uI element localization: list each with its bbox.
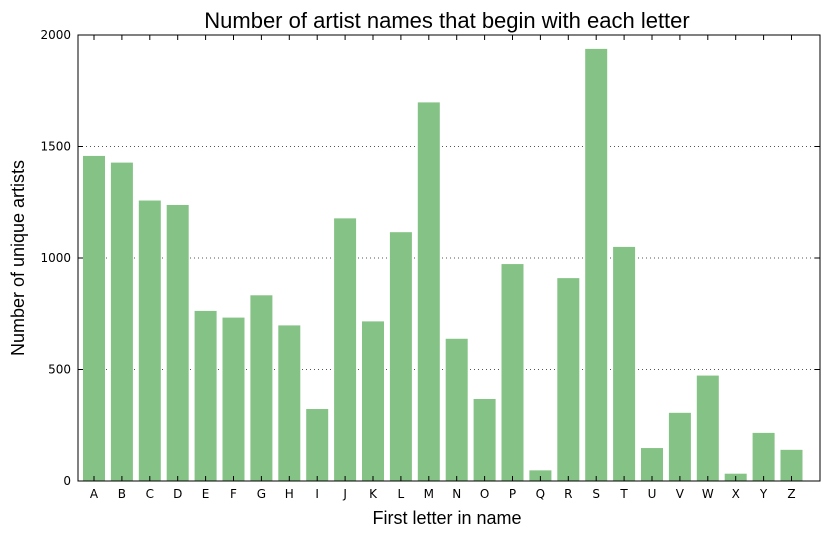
bar-p [500,263,525,482]
bar-y [751,431,776,482]
x-tick-label: T [619,487,628,501]
bar-d [165,203,190,482]
bar-g [249,294,274,482]
bar-r [556,277,581,482]
bar-s [584,47,609,482]
x-tick-label: Y [759,487,768,501]
bar-i [305,408,330,482]
x-tick-label: M [424,487,434,501]
bars [82,47,804,482]
y-axis-ticks: 0 500 1000 1500 2000 [40,28,820,488]
bar-c [137,199,162,482]
bar-u [640,447,664,482]
y-tick-label: 2000 [40,28,71,42]
x-tick-label: V [676,487,685,501]
bar-e [193,309,218,482]
bar-k [361,320,385,482]
x-tick-label: L [398,487,405,501]
bar-l [388,231,413,482]
y-axis-label: Number of unique artists [8,160,28,356]
x-axis-ticks: A B C D E F G H I J K L M N O P Q R S T U V W X Y Z [90,35,796,501]
x-tick-label: H [285,487,294,501]
x-tick-label: N [452,487,461,501]
bar-m [416,101,441,482]
x-tick-label: E [202,487,210,501]
y-tick-label: 1000 [40,251,71,265]
x-tick-label: K [369,487,378,501]
x-axis-label: First letter in name [372,508,521,528]
x-tick-label: S [592,487,600,501]
x-tick-label: W [702,487,714,501]
bar-a [82,154,106,482]
bar-j [333,217,358,482]
x-tick-label: F [230,487,237,501]
x-tick-label: X [732,487,740,501]
bar-t [612,245,637,482]
x-tick-label: U [648,487,657,501]
x-tick-label: D [173,487,182,501]
bar-h [277,324,302,482]
bar-b [109,161,134,482]
x-tick-label: Q [536,487,545,501]
chart-title: Number of artist names that begin with e… [204,8,689,33]
y-tick-label: 0 [63,474,71,488]
bar-f [221,316,246,482]
bar-o [472,397,497,482]
y-tick-label: 500 [48,363,71,377]
x-tick-label: Z [787,487,795,501]
bar-v [667,411,692,482]
x-tick-label: O [480,487,489,501]
bar-w [695,374,720,482]
x-tick-label: J [342,487,347,501]
x-tick-label: R [564,487,572,501]
x-tick-label: G [257,487,266,501]
bar-n [444,337,469,482]
x-tick-label: C [146,487,154,501]
x-tick-label: I [315,487,319,501]
x-tick-label: A [90,487,99,501]
x-tick-label: P [509,487,516,501]
y-tick-label: 1500 [40,140,71,154]
x-tick-label: B [118,487,126,501]
